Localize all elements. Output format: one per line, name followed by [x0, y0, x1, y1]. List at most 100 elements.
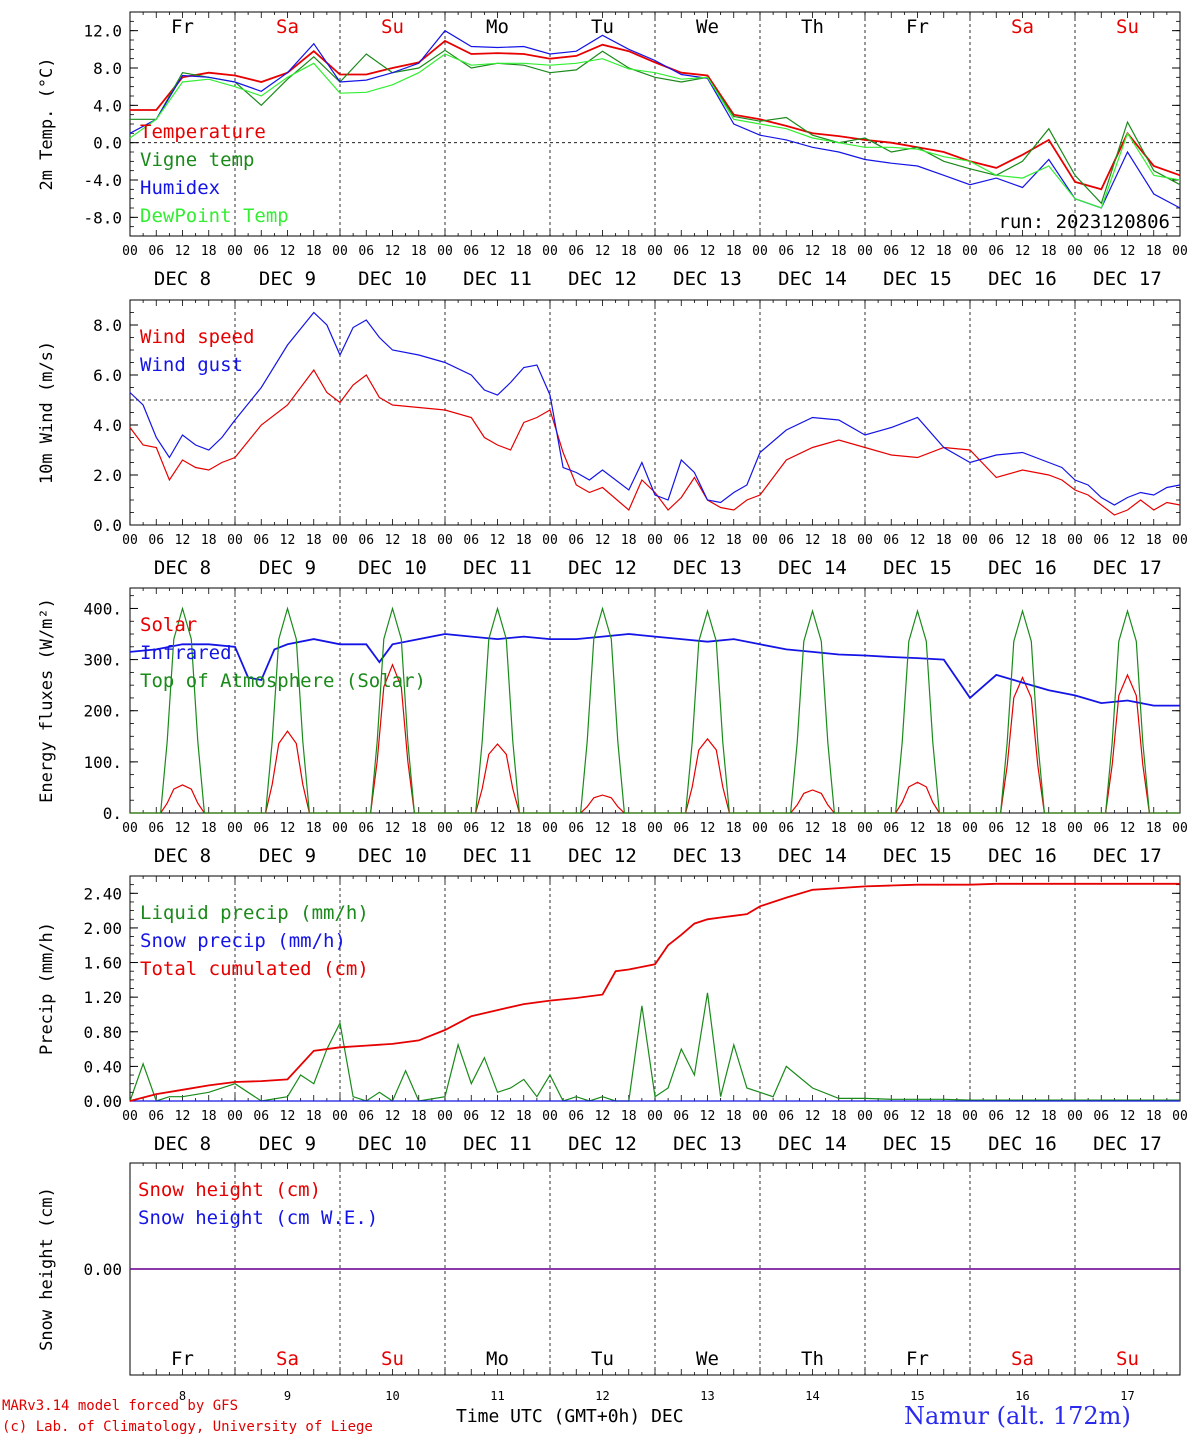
hour-tick-label: 00 — [122, 533, 138, 548]
hour-tick-label: 06 — [673, 244, 689, 259]
y-tick-label: 0.00 — [83, 1260, 122, 1279]
date-label: DEC 10 — [358, 268, 427, 290]
hour-tick-label: 18 — [306, 1109, 322, 1124]
y-axis-label: Precip (mm/h) — [37, 922, 57, 1055]
hour-tick-label: 18 — [621, 821, 637, 836]
hour-tick-label: 12 — [805, 533, 821, 548]
plot-frame — [129, 299, 1181, 526]
hour-tick-label: 18 — [201, 244, 217, 259]
weekday-label: Mo — [486, 1348, 509, 1370]
hour-tick-label: 06 — [883, 533, 899, 548]
legend-entry: Vigne temp — [140, 149, 254, 171]
date-label: DEC 9 — [259, 1133, 316, 1155]
y-tick-label: 2.00 — [83, 919, 122, 938]
panel-1: 12.0 8.0 4.0 0.0 -4.0 -8.0 2m Temp. (°C) Temper… — [37, 11, 1188, 290]
hour-tick-label: 12 — [280, 244, 296, 259]
hour-tick-label: 06 — [778, 821, 794, 836]
hour-tick-label: 00 — [227, 244, 243, 259]
legend-entry: Infrared — [140, 642, 232, 664]
hour-tick-label: 06 — [778, 244, 794, 259]
date-label: DEC 12 — [568, 557, 637, 579]
x-axis-label: Time UTC (GMT+0h) DEC — [456, 1406, 684, 1427]
hour-tick-label: 06 — [463, 244, 479, 259]
hour-tick-label: 12 — [910, 244, 926, 259]
date-label: DEC 15 — [883, 557, 952, 579]
hour-tick-label: 12 — [490, 533, 506, 548]
hour-tick-label: 18 — [726, 244, 742, 259]
hour-tick-label: 06 — [148, 821, 164, 836]
legend-entry: Liquid precip (mm/h) — [140, 902, 369, 924]
day-number-label: 11 — [490, 1389, 504, 1403]
hour-tick-label: 18 — [936, 244, 952, 259]
hour-tick-label: 00 — [542, 821, 558, 836]
legend-entry: Snow height (cm) — [138, 1179, 321, 1201]
hour-tick-label: 12 — [1120, 533, 1136, 548]
hour-tick-label: 18 — [621, 1109, 637, 1124]
date-label: DEC 17 — [1093, 557, 1162, 579]
y-tick-label: 200. — [83, 702, 122, 721]
hour-tick-label: 18 — [621, 533, 637, 548]
hour-tick-label: 06 — [253, 533, 269, 548]
hour-tick-label: 18 — [516, 533, 532, 548]
hour-tick-label: 12 — [175, 533, 191, 548]
hour-tick-label: 18 — [411, 533, 427, 548]
y-axis-label: Snow height (cm) — [37, 1187, 57, 1351]
hour-tick-label: 12 — [175, 1109, 191, 1124]
y-tick-label: -4.0 — [83, 171, 122, 190]
hour-tick-label: 00 — [752, 1109, 768, 1124]
hour-tick-label: 12 — [490, 244, 506, 259]
hour-tick-label: 18 — [726, 533, 742, 548]
date-label: DEC 8 — [154, 268, 211, 290]
y-tick-label: -8.0 — [83, 208, 122, 227]
legend-entry: Top of Atmosphere (Solar) — [140, 670, 426, 692]
series-line — [129, 882, 1180, 1102]
date-label: DEC 11 — [463, 557, 532, 579]
hour-tick-label: 00 — [647, 821, 663, 836]
legend-entry: DewPoint Temp — [140, 205, 289, 227]
date-label: DEC 16 — [988, 845, 1057, 867]
hour-tick-label: 06 — [988, 244, 1004, 259]
hour-tick-label: 18 — [201, 1109, 217, 1124]
y-tick-label: 1.20 — [83, 988, 122, 1007]
y-axis-label: 2m Temp. (°C) — [37, 57, 57, 190]
hour-tick-label: 18 — [306, 821, 322, 836]
hour-tick-label: 06 — [778, 1109, 794, 1124]
hour-tick-label: 06 — [568, 1109, 584, 1124]
day-number-label: 14 — [805, 1389, 819, 1403]
hour-tick-label: 06 — [883, 1109, 899, 1124]
hour-tick-label: 12 — [490, 821, 506, 836]
hour-tick-label: 18 — [831, 533, 847, 548]
panel-2: 8.0 6.0 4.0 2.0 0.0 10m Wind (m/s) Wind speed W… — [37, 299, 1188, 579]
hour-tick-label: 12 — [1120, 1109, 1136, 1124]
date-label: DEC 9 — [259, 557, 316, 579]
hour-tick-label: 12 — [595, 1109, 611, 1124]
hour-tick-label: 12 — [1120, 244, 1136, 259]
hour-tick-label: 06 — [568, 244, 584, 259]
hour-tick-label: 06 — [463, 533, 479, 548]
hour-tick-label: 12 — [175, 244, 191, 259]
legend-entry: Temperature — [140, 121, 266, 143]
hour-tick-label: 12 — [280, 1109, 296, 1124]
day-number-label: 15 — [910, 1389, 924, 1403]
hour-tick-label: 00 — [122, 244, 138, 259]
date-label: DEC 9 — [259, 268, 316, 290]
series-line — [129, 633, 1180, 707]
hour-tick-label: 12 — [385, 244, 401, 259]
hour-tick-label: 12 — [1015, 533, 1031, 548]
date-label: DEC 15 — [883, 268, 952, 290]
hour-tick-label: 06 — [988, 821, 1004, 836]
panel-3: 400. 300. 200. 100. 0. Energy fluxes (W/m²) So… — [37, 587, 1188, 867]
hour-tick-label: 06 — [358, 1109, 374, 1124]
hour-tick-label: 06 — [253, 1109, 269, 1124]
hour-tick-label: 12 — [595, 533, 611, 548]
date-label: DEC 8 — [154, 1133, 211, 1155]
hour-tick-label: 00 — [227, 1109, 243, 1124]
hour-tick-label: 06 — [673, 821, 689, 836]
date-label: DEC 16 — [988, 268, 1057, 290]
hour-tick-label: 18 — [1146, 533, 1162, 548]
hour-tick-label: 00 — [1067, 533, 1083, 548]
hour-tick-label: 18 — [201, 821, 217, 836]
series-line — [129, 29, 1181, 209]
hour-tick-label: 12 — [175, 821, 191, 836]
hour-tick-label: 06 — [568, 821, 584, 836]
